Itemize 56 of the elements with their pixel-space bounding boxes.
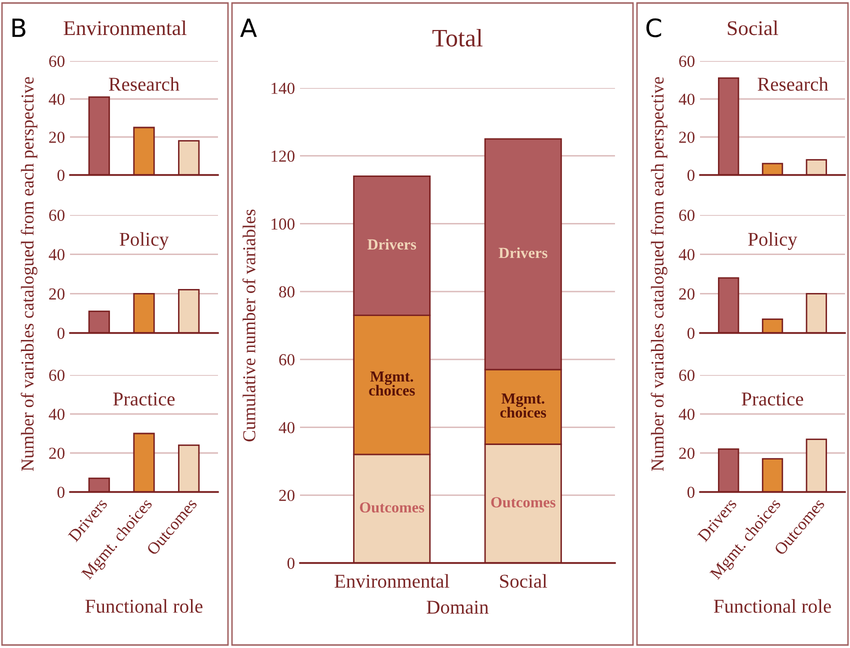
text: C [646, 18, 662, 38]
y-tick-label: 40 [278, 422, 295, 434]
y-tick-label: 0 [57, 328, 65, 339]
y-tick-label: 20 [49, 448, 65, 459]
y-tick-label: 0 [687, 486, 695, 498]
y-tick-label: 60 [679, 370, 695, 381]
y-tick-label: 60 [279, 354, 295, 366]
series-label: Drivers [368, 238, 416, 250]
y-tick-label: 40 [678, 408, 695, 420]
text: Social [728, 20, 778, 36]
x-axis-title: Functional role [85, 599, 202, 613]
text: Practice [113, 392, 175, 406]
y-tick-label: 60 [679, 210, 695, 221]
y-tick-label: 20 [279, 490, 295, 502]
y-tick-label: 0 [287, 558, 295, 569]
text: Policy [120, 232, 169, 250]
y-axis-title: Cumulative number of variables [242, 210, 256, 442]
y-tick-label: 0 [687, 328, 695, 339]
x-axis-title: Functional role [714, 599, 831, 613]
y-tick-label: 80 [279, 286, 295, 298]
y-tick-label: 40 [48, 408, 65, 420]
x-axis-title: Domain [426, 600, 489, 614]
text: Drivers [498, 247, 548, 258]
y-tick-label: 20 [679, 448, 695, 459]
y-tick-label: 40 [678, 94, 695, 105]
text: Research [758, 77, 828, 91]
text: Mgmt. choices [500, 394, 546, 418]
chart-title: Total [432, 28, 483, 47]
y-tick-label: 120 [272, 150, 295, 162]
y-tick-label: 60 [49, 210, 65, 221]
text: B [12, 18, 26, 37]
text: Practice [742, 392, 804, 406]
y-tick-label: 20 [679, 132, 695, 143]
y-tick-label: 20 [49, 132, 65, 143]
x-tick-label: Environmental [334, 574, 450, 588]
text: Environmental [64, 20, 186, 36]
y-tick-label: 60 [49, 56, 65, 67]
y-tick-label: 40 [48, 94, 65, 105]
y-tick-label: 20 [49, 288, 65, 300]
y-axis-title: Number of variables catalogued from each perspective [650, 77, 668, 472]
y-tick-label: 140 [272, 82, 295, 94]
y-axis-title: Number of variables catalogued from each perspective [20, 77, 38, 472]
y-tick-label: 0 [57, 170, 65, 181]
y-tick-label: 20 [679, 288, 695, 300]
y-tick-label: 100 [272, 218, 295, 230]
series-label: Mgmt. choices [369, 371, 415, 396]
y-tick-label: 60 [679, 56, 695, 67]
text: A [240, 18, 257, 37]
y-tick-label: 0 [57, 486, 65, 498]
y-tick-label: 40 [48, 249, 65, 260]
x-tick-label: Social [500, 574, 548, 588]
y-tick-label: 0 [687, 170, 695, 181]
y-tick-label: 40 [678, 249, 695, 260]
y-tick-label: 60 [49, 370, 65, 381]
text: Research [108, 77, 180, 91]
text: Policy [748, 232, 798, 250]
